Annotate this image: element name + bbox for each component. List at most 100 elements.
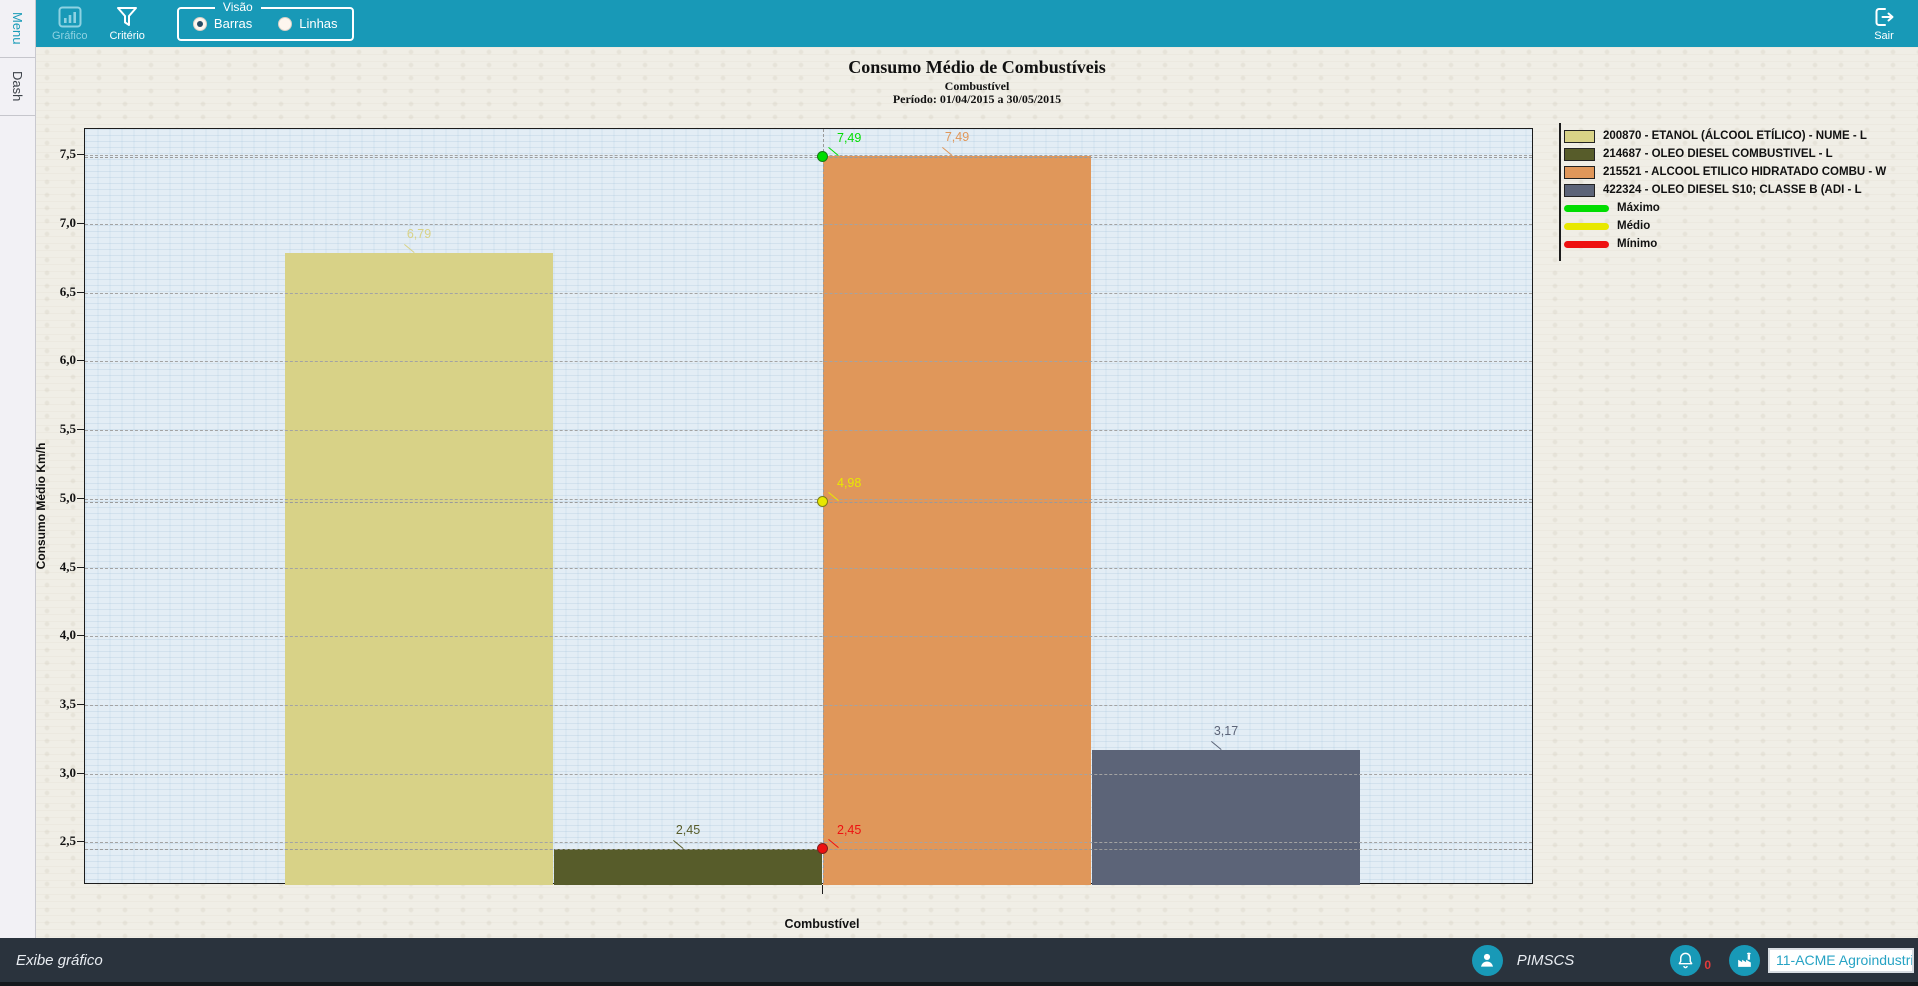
y-tick-label: 4,0 (59, 627, 76, 643)
company-select[interactable]: 11-ACME Agroindustrial 1 (1768, 947, 1914, 973)
y-tick-label: 6,5 (59, 283, 76, 299)
bar-3 (823, 156, 1091, 885)
y-tick-mark (77, 841, 84, 843)
status-right-cluster: PIMSCS 0 11-ACME Agroindustrial 1 (1471, 944, 1914, 976)
bottom-strip (0, 982, 1918, 986)
legend-item: Mínimo (1564, 237, 1918, 251)
marker-crosshair-hline (85, 849, 1532, 851)
y-tick-label: 5,5 (59, 421, 76, 436)
exit-button-label: Sair (1874, 29, 1894, 42)
y-tick-label: 3,5 (59, 695, 76, 711)
y-tick-mark (77, 772, 84, 774)
legend-item: 422324 - OLEO DIESEL S10; CLASSE B (ADI … (1564, 183, 1918, 197)
logout-icon (1872, 6, 1896, 28)
bar-value-label: 6,79 (406, 226, 432, 241)
legend: 200870 - ETANOL (ÁLCOOL ETÍLICO) - NUME … (1559, 123, 1918, 261)
chart-period: Período: 01/04/2015 a 30/05/2015 (892, 92, 1062, 106)
gridline (85, 223, 1532, 225)
graph-button[interactable]: Gráfico (44, 0, 95, 47)
marker-value-label: 2,45 (837, 823, 862, 838)
y-tick-label: 5,0 (59, 489, 76, 505)
person-icon (1481, 953, 1494, 967)
y-tick-mark (77, 154, 84, 156)
legend-label: 214687 - OLEO DIESEL COMBUSTIVEL - L (1603, 148, 1833, 160)
legend-line-swatch (1564, 240, 1609, 248)
y-tick-label: 2,5 (59, 833, 76, 849)
legend-line-swatch (1564, 204, 1609, 212)
bar-value-label: 7,49 (944, 130, 970, 145)
y-tick-mark (77, 360, 84, 362)
legend-item: Médio (1564, 219, 1918, 233)
gridline (85, 292, 1532, 294)
radio-checked-icon (192, 16, 207, 31)
left-sidebar: Menu Dash (0, 0, 36, 938)
top-toolbar: Gráfico Critério Visão Barras Linhas Sair (36, 0, 1918, 47)
legend-item: 200870 - ETANOL (ÁLCOOL ETÍLICO) - NUME … (1564, 129, 1918, 143)
bar-1 (285, 252, 553, 885)
graph-button-label: Gráfico (52, 29, 88, 42)
legend-label: Médio (1617, 220, 1651, 232)
marker-value-label: 7,49 (837, 130, 862, 145)
gridline (85, 636, 1532, 638)
legend-swatch (1564, 165, 1595, 179)
view-option-label: Linhas (299, 16, 338, 31)
sidebar-tab-dash[interactable]: Dash (0, 58, 35, 116)
legend-label: Máximo (1617, 202, 1660, 214)
gridline (85, 498, 1532, 500)
y-tick-label: 6,0 (59, 352, 76, 368)
legend-item: 215521 - ALCOOL ETILICO HIDRATADO COMBU … (1564, 165, 1918, 179)
criteria-button[interactable]: Critério (101, 0, 152, 47)
view-mode-group: Visão Barras Linhas (176, 0, 354, 41)
y-tick-mark (77, 703, 84, 705)
gridline (85, 361, 1532, 363)
marker-dot-máximo (817, 150, 828, 162)
sidebar-tab-menu[interactable]: Menu (0, 0, 35, 58)
user-avatar[interactable] (1471, 944, 1503, 976)
y-axis-label: Consumo Médio Km/h (34, 442, 48, 570)
gridline (85, 567, 1532, 569)
status-bar: Exibe gráfico PIMSCS 0 (0, 938, 1918, 982)
marker-crosshair-hline (85, 156, 1532, 158)
sidebar-tab-menu-label: Menu (10, 12, 25, 45)
bar-2 (554, 849, 822, 885)
bar-4 (1092, 750, 1360, 885)
legend-swatch (1564, 147, 1595, 161)
view-mode-options: Barras Linhas (192, 16, 338, 31)
view-option-barras[interactable]: Barras (192, 16, 253, 31)
gridline (85, 842, 1532, 844)
legend-item: Máximo (1564, 201, 1918, 215)
exit-button[interactable]: Sair (1864, 0, 1904, 47)
y-tick-mark (77, 497, 84, 499)
gridline (85, 704, 1532, 706)
x-axis-label: Combustível (784, 917, 860, 931)
factory-icon (1738, 952, 1751, 967)
y-tick-mark (77, 635, 84, 637)
gridline (85, 155, 1532, 157)
view-option-linhas[interactable]: Linhas (278, 16, 338, 31)
legend-label: 422324 - OLEO DIESEL S10; CLASSE B (ADI … (1603, 184, 1862, 196)
y-tick-label: 3,0 (59, 764, 76, 780)
y-tick-label: 4,5 (59, 558, 76, 574)
view-option-label: Barras (213, 16, 253, 31)
chart-area: Consumo Médio de Combustíveis Combustíve… (34, 47, 1918, 938)
legend-line-swatch (1564, 222, 1609, 230)
gridline (85, 773, 1532, 775)
bar-value-label: 3,17 (1213, 724, 1239, 739)
legend-item: 214687 - OLEO DIESEL COMBUSTIVEL - L (1564, 147, 1918, 161)
notifications-button[interactable] (1670, 944, 1702, 976)
legend-label: Mínimo (1617, 238, 1658, 250)
filter-funnel-icon (115, 6, 139, 28)
marker-dot-mínimo (817, 843, 828, 855)
y-tick-mark (77, 429, 84, 430)
y-tick-label: 7,0 (59, 214, 76, 230)
y-tick-mark (77, 566, 84, 568)
radio-unchecked-icon (278, 16, 293, 31)
gridline (85, 430, 1532, 431)
company-button[interactable] (1729, 944, 1760, 976)
user-name: PIMSCS (1516, 951, 1575, 969)
plot-area: 6,79 2,45 7,49 3,17 7,49 4,98 2,45 (84, 128, 1533, 885)
legend-label: 215521 - ALCOOL ETILICO HIDRATADO COMBU … (1603, 166, 1887, 178)
view-mode-group-label: Visão (214, 0, 261, 14)
marker-crosshair-hline (85, 501, 1532, 503)
